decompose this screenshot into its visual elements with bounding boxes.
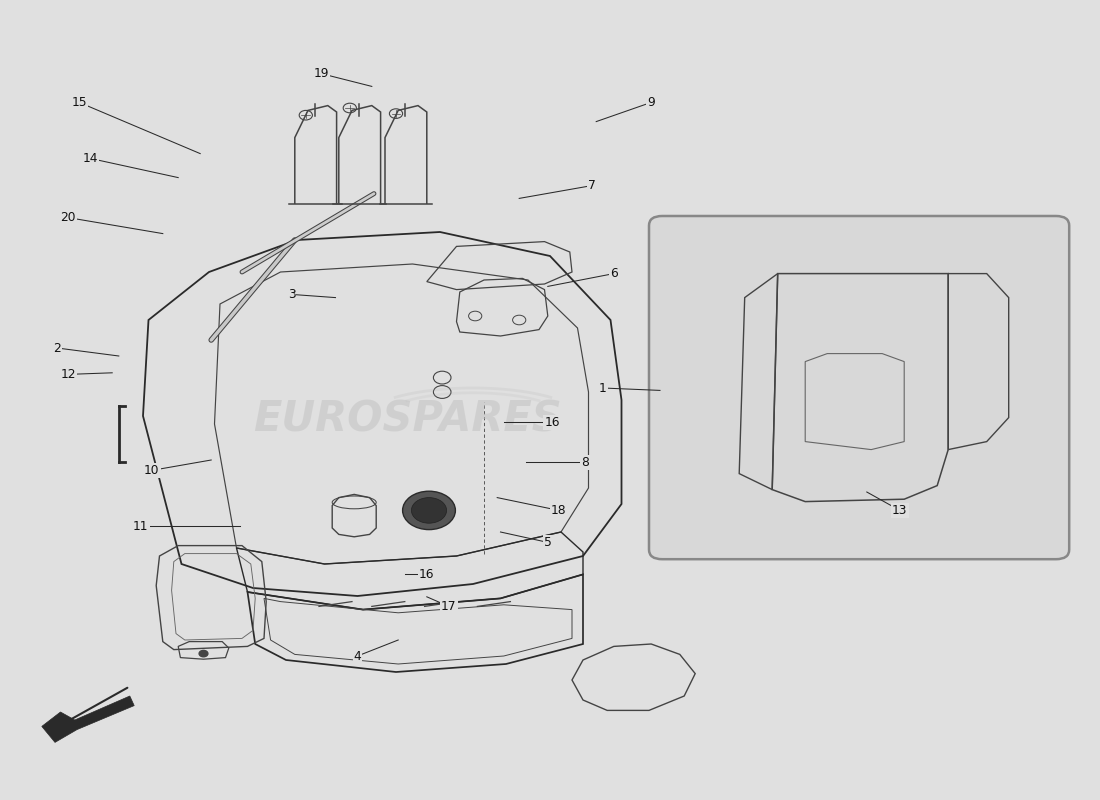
Text: 5: 5 xyxy=(543,536,552,549)
Text: 4: 4 xyxy=(353,650,362,662)
Text: 9: 9 xyxy=(647,96,656,109)
Circle shape xyxy=(403,491,455,530)
Polygon shape xyxy=(42,696,134,742)
Text: 14: 14 xyxy=(82,152,98,165)
Text: 19: 19 xyxy=(314,67,329,80)
Text: EUROSPARES: EUROSPARES xyxy=(253,399,561,441)
Text: 8: 8 xyxy=(581,456,590,469)
Text: 20: 20 xyxy=(60,211,76,224)
Text: 17: 17 xyxy=(441,600,456,613)
Circle shape xyxy=(411,498,447,523)
Circle shape xyxy=(199,650,208,657)
FancyBboxPatch shape xyxy=(649,216,1069,559)
Text: 12: 12 xyxy=(60,368,76,381)
Text: 13: 13 xyxy=(892,504,907,517)
Text: 6: 6 xyxy=(609,267,618,280)
Text: 18: 18 xyxy=(551,504,566,517)
Text: 11: 11 xyxy=(133,520,148,533)
Text: 3: 3 xyxy=(287,288,296,301)
Text: 7: 7 xyxy=(587,179,596,192)
Text: 16: 16 xyxy=(544,416,560,429)
Text: 1: 1 xyxy=(598,382,607,394)
Text: 10: 10 xyxy=(144,464,159,477)
Text: 15: 15 xyxy=(72,96,87,109)
Text: 16: 16 xyxy=(419,568,435,581)
Text: 2: 2 xyxy=(53,342,62,354)
